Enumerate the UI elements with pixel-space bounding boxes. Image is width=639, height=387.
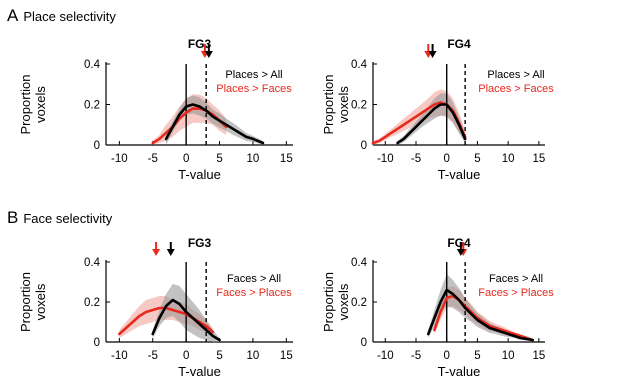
legend: Faces > All Faces > Places (478, 273, 554, 299)
y-axis-label-line: voxels (336, 283, 351, 320)
y-tick-label: 0 (361, 140, 367, 152)
y-tick-label: 0.4 (351, 59, 368, 71)
legend: Places > All Places > Faces (478, 69, 554, 95)
y-axis-label: Proportionvoxels (321, 75, 351, 135)
x-tick-label: 15 (280, 350, 293, 362)
y-tick-label: 0.2 (84, 100, 100, 112)
x-tick-label: -5 (148, 153, 158, 165)
x-tick-label: 10 (247, 153, 260, 165)
legend-entry-black: Places > All (487, 69, 544, 81)
y-tick-label: 0.2 (351, 100, 367, 112)
x-tick-label: 0 (183, 350, 189, 362)
section-letter: A (7, 6, 19, 25)
section-header: B Face selectivity (7, 208, 113, 227)
y-tick-label: 0 (94, 337, 100, 349)
y-axis-label-line: Proportion (321, 75, 336, 135)
y-tick-label: 0.2 (351, 297, 367, 309)
legend: Faces > All Faces > Places (216, 273, 292, 299)
y-axis-label: Proportionvoxels (321, 272, 351, 332)
series-line-black (426, 288, 535, 342)
peak-arrow-black (428, 44, 437, 58)
peak-arrow-red (152, 242, 161, 256)
panel-title: FG3 (188, 236, 212, 250)
chart-panel-a-fg4: FG4 Proportionvoxels 0 0.2 0.4 -10 -5 0 5 10 15 T-v… (321, 37, 554, 182)
x-tick-label: 15 (532, 350, 545, 362)
chart-panel-b-fg4: FG4 Proportionvoxels 0 0.2 0.4 -10 -5 0 5 10 15 T-v… (321, 236, 554, 379)
y-tick-label: 0.4 (84, 59, 101, 71)
x-axis-label: T-value (438, 364, 481, 379)
x-tick-label: -5 (148, 350, 158, 362)
series-line-black (396, 103, 467, 145)
series-line-red (433, 294, 535, 342)
y-axis-label: Proportionvoxels (18, 75, 48, 135)
panel-title: FG4 (447, 37, 471, 51)
series-line-red (151, 107, 228, 145)
x-tick-label: 10 (247, 350, 260, 362)
x-tick-label: 0 (444, 153, 450, 165)
legend-entry-red: Places > Faces (216, 83, 292, 95)
x-tick-label: 0 (444, 350, 450, 362)
x-tick-label: -10 (111, 350, 128, 362)
x-axis-label: T-value (178, 364, 221, 379)
legend-entry-black: Faces > All (489, 273, 543, 285)
x-tick-label: 5 (216, 350, 222, 362)
y-axis-label: Proportionvoxels (18, 272, 48, 332)
x-tick-label: 15 (532, 153, 545, 165)
x-tick-label: 5 (216, 153, 222, 165)
y-axis-label-line: Proportion (18, 272, 33, 332)
legend-entry-red: Faces > Places (478, 287, 554, 299)
series-line-black (151, 298, 221, 342)
x-axis-label: T-value (178, 167, 221, 182)
section-title: B Face selectivity (7, 208, 113, 227)
section-letter: B (7, 208, 18, 227)
error-band-black (428, 274, 533, 341)
x-tick-label: 0 (183, 153, 189, 165)
chart-panel-b-fg3: FG3 Proportionvoxels 0 0.2 0.4 -10 -5 0 5 10 15 T-v… (18, 236, 293, 379)
legend: Places > All Places > Faces (216, 69, 292, 95)
y-tick-label: 0 (94, 140, 100, 152)
y-axis-label-line: voxels (33, 283, 48, 320)
x-tick-label: -5 (411, 153, 421, 165)
y-axis-label-line: voxels (33, 86, 48, 123)
x-tick-label: -10 (377, 350, 394, 362)
y-tick-label: 0.4 (351, 257, 368, 269)
x-tick-label: -10 (377, 153, 394, 165)
section-title-text: Face selectivity (23, 211, 112, 226)
y-axis-label-line: voxels (336, 86, 351, 123)
peak-arrow-black (166, 242, 175, 256)
peak-arrow-black (456, 242, 465, 256)
legend-entry-red: Faces > Places (216, 287, 292, 299)
x-tick-label: 5 (474, 350, 480, 362)
y-tick-label: 0 (361, 337, 367, 349)
y-axis-label-line: Proportion (18, 75, 33, 135)
legend-entry-red: Places > Faces (478, 83, 554, 95)
section-title: A Place selectivity (7, 6, 116, 25)
legend-entry-black: Faces > All (227, 273, 281, 285)
y-axis-label-line: Proportion (321, 272, 336, 332)
x-axis-label: T-value (438, 167, 481, 182)
y-tick-label: 0.2 (84, 297, 100, 309)
section-header: A Place selectivity (7, 6, 116, 25)
legend-entry-black: Places > All (225, 69, 282, 81)
x-tick-label: -10 (111, 153, 128, 165)
x-tick-label: -5 (411, 350, 421, 362)
x-tick-label: 10 (502, 153, 515, 165)
x-tick-label: 10 (502, 350, 515, 362)
x-tick-label: 15 (280, 153, 293, 165)
peak-arrow-black (204, 44, 213, 58)
panel-title: FG4 (447, 236, 471, 250)
section-title-text: Place selectivity (23, 9, 116, 24)
series-line-black (164, 103, 265, 145)
y-tick-label: 0.4 (84, 257, 101, 269)
x-tick-label: 5 (474, 153, 480, 165)
